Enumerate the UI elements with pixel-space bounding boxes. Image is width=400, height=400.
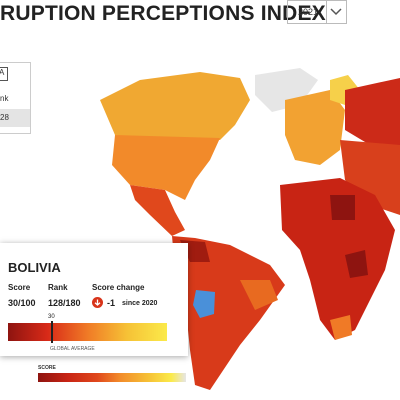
country-name: BOLIVIA xyxy=(8,260,61,275)
change-value: -1 xyxy=(107,298,116,308)
rank-value: 128/180 xyxy=(48,298,81,308)
russia xyxy=(345,78,400,150)
mexico xyxy=(130,185,185,236)
bolivia xyxy=(193,290,215,318)
marker-label: 30 xyxy=(48,314,55,320)
africa xyxy=(280,178,395,340)
change-label: Score change xyxy=(92,283,145,292)
canada xyxy=(100,72,250,140)
side-item[interactable]: A xyxy=(0,67,8,81)
title: RUPTION PERCEPTIONS INDEX xyxy=(0,2,326,25)
legend-title: SCORE xyxy=(38,365,56,371)
rank-label: Rank xyxy=(48,283,68,292)
year-select[interactable]: 2021 xyxy=(287,0,347,24)
country-popup: BOLIVIA Score Rank Score change 30/100 1… xyxy=(0,243,188,356)
usa xyxy=(112,135,220,200)
score-marker xyxy=(51,321,53,343)
southern-africa xyxy=(330,315,352,340)
legend-bar xyxy=(38,373,186,382)
divider xyxy=(326,1,327,23)
score-label: Score xyxy=(8,283,31,292)
change-note: since 2020 xyxy=(122,300,158,307)
libya xyxy=(330,195,355,220)
drc xyxy=(345,250,368,278)
side-item[interactable]: 28 xyxy=(0,109,30,127)
europe xyxy=(285,90,345,165)
south-america xyxy=(172,236,285,390)
brazil-east xyxy=(240,280,278,310)
middle-east xyxy=(340,140,400,215)
down-icon xyxy=(92,297,103,308)
average-label: GLOBAL AVERAGE xyxy=(50,346,95,352)
chevron xyxy=(330,8,342,16)
side-item: nk xyxy=(0,94,9,103)
score-value: 30/100 xyxy=(8,298,36,308)
year-value: 2021 xyxy=(298,7,319,17)
side-panel: A nk 28 xyxy=(0,62,31,134)
score-scale xyxy=(8,323,167,341)
